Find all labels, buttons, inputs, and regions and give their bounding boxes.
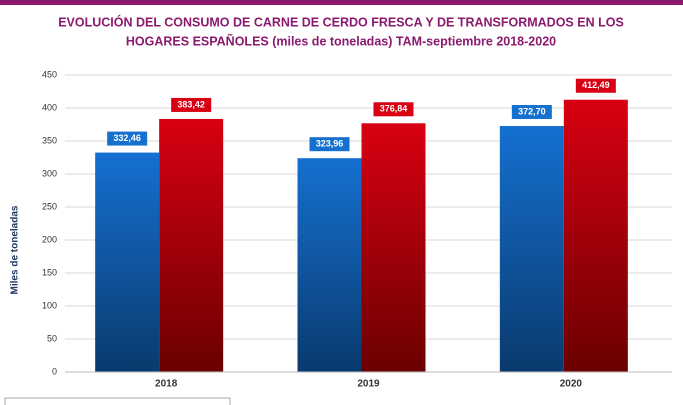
- value-label-box: [575, 78, 616, 93]
- bar: [95, 152, 160, 372]
- value-label: 412,49: [582, 80, 610, 90]
- value-label: 376,84: [380, 104, 408, 114]
- y-tick-label: 150: [42, 267, 57, 277]
- value-label-box: [171, 97, 212, 112]
- value-label: 383,42: [177, 99, 205, 109]
- bar: [499, 126, 564, 372]
- bar: [159, 118, 224, 372]
- x-tick-label: 2020: [560, 379, 583, 390]
- chart-title: HOGARES ESPAÑOLES (miles de toneladas) T…: [126, 33, 556, 48]
- y-tick-label: 450: [42, 69, 57, 79]
- y-tick-label: 300: [42, 168, 57, 178]
- y-tick-label: 250: [42, 201, 57, 211]
- x-tick-label: 2018: [155, 379, 178, 390]
- y-tick-label: 350: [42, 135, 57, 145]
- y-axis-label: Miles de toneladas: [10, 205, 21, 294]
- source-box: [4, 397, 231, 405]
- value-label: 332,46: [113, 133, 141, 143]
- bar: [563, 99, 628, 373]
- value-label: 372,70: [518, 106, 546, 116]
- y-tick-label: 100: [42, 300, 57, 310]
- top-bar: [0, 0, 683, 5]
- chart-title: EVOLUCIÓN DEL CONSUMO DE CARNE DE CERDO …: [58, 14, 624, 29]
- y-tick-label: 400: [42, 102, 57, 112]
- bar: [361, 123, 426, 372]
- y-tick-label: 200: [42, 234, 57, 244]
- bar: [297, 158, 362, 372]
- value-label-box: [511, 105, 552, 120]
- value-label-box: [309, 137, 350, 152]
- x-tick-label: 2019: [357, 379, 380, 390]
- value-label: 323,96: [316, 139, 344, 149]
- value-label-box: [373, 102, 414, 117]
- value-label-box: [107, 131, 148, 146]
- y-tick-label: 50: [47, 333, 57, 343]
- y-tick-label: 0: [52, 366, 57, 376]
